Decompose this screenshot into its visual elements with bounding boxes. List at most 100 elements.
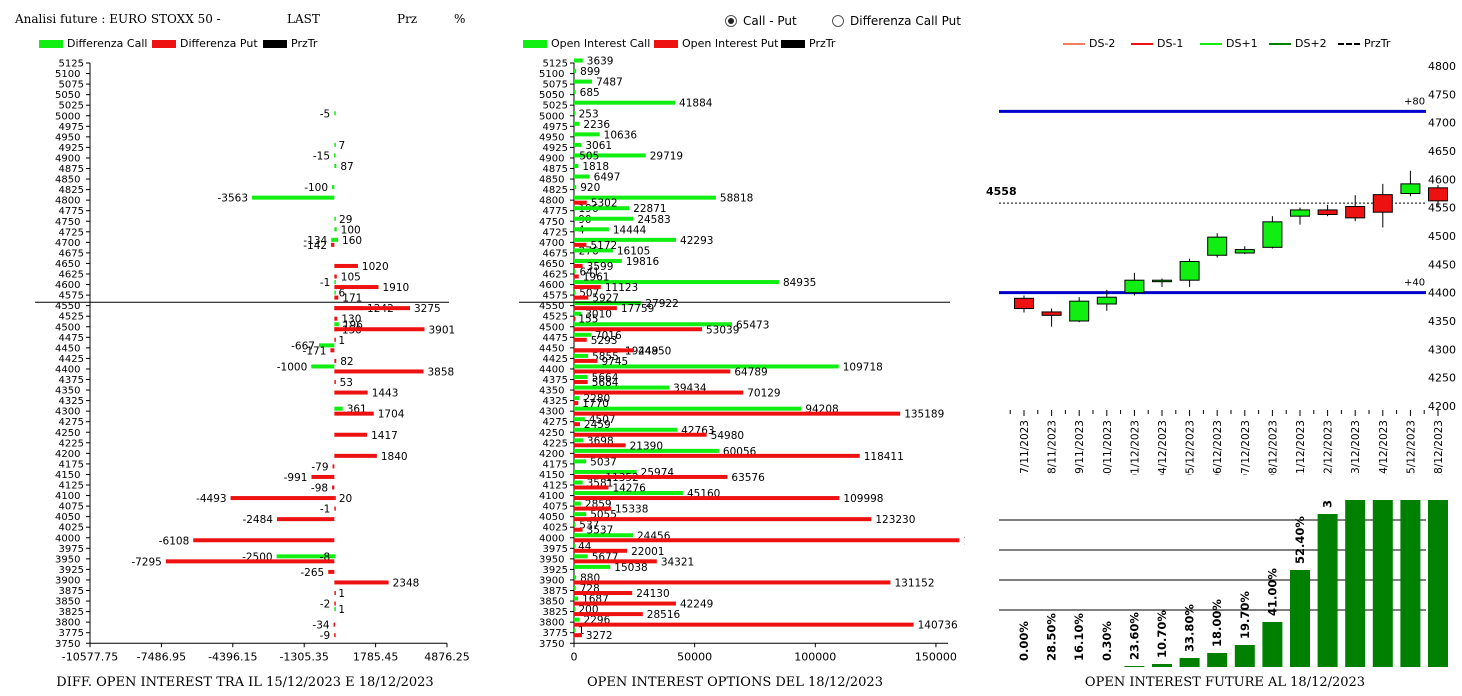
y-tick-label: 5075 [59,80,84,91]
legend1-item-1: Differenza Put [152,37,258,50]
bar-put [574,390,744,395]
bar-put [328,569,335,574]
y-tick-label: 5000 [539,111,564,122]
label-put: 1840 [381,451,408,463]
y-tick-label: 3850 [539,597,564,608]
bar-put [333,622,336,627]
label-put: -2484 [242,514,273,526]
y-tick-label: 4800 [1428,60,1456,73]
label-call: 27922 [645,298,678,310]
bar-call [574,121,580,126]
bar-put [574,316,576,321]
bar-call [574,69,577,74]
bar-call [574,132,600,137]
bar-put [574,538,960,543]
bar-put [574,348,634,353]
y-tick-label: 3850 [55,597,80,608]
bar-call [334,153,336,158]
y-tick-label: 4900 [539,153,564,164]
label-put: 118411 [864,451,904,463]
y-tick-label: 4025 [59,523,84,534]
oi-bar [1207,653,1228,667]
radio-differenza-label: Differenza Call Put [850,14,961,28]
y-tick-label: 5075 [543,80,568,91]
bar-call [574,164,579,168]
label-call: 537 [579,520,599,532]
legend-line [1200,42,1222,45]
label-put: -34 [312,620,329,632]
oi-bar-label: 33.80% [1183,604,1197,652]
label-put: 105 [341,272,361,284]
label-call: 6497 [594,172,621,184]
oi-bar-label: 19.70% [1238,591,1252,639]
bar-put [574,401,579,406]
y-tick-label: 5100 [539,69,564,80]
bar-call [334,227,337,232]
label-put: -1 [320,504,330,516]
bar-put [574,453,860,458]
radio-differenza[interactable]: Differenza Call Put [832,14,961,28]
label-call: -15 [313,150,330,162]
label-call: -5 [320,108,330,120]
y-tick-label: 4600 [1428,173,1456,186]
y-tick-label: 5050 [539,90,564,101]
label-put: 131152 [894,577,934,589]
x-tick-label: 14/12/2023 [1378,420,1390,475]
bar-call [574,185,577,190]
label-call: 6 [338,288,345,300]
x-tick-label: 150000 [915,650,957,663]
y-tick-label: 4750 [539,217,564,228]
y-tick-label: 4300 [539,407,564,418]
bar-call [574,501,581,506]
bar-put [334,453,377,458]
bar-put [574,548,628,553]
label-put: 28516 [647,609,681,621]
y-tick-label: 4950 [55,132,80,143]
label-call: 65473 [736,319,769,331]
x-tick-label: 15/12/2023 [1405,420,1417,475]
label-call: -100 [304,182,328,194]
bar-call [574,586,576,590]
oi-bar-label: 16.10% [1072,613,1086,661]
y-tick-label: 4475 [543,333,568,344]
radio-differenza-dot[interactable] [832,15,844,27]
label-put: 21390 [630,440,663,452]
y-tick-label: 4225 [543,438,568,449]
bar-call [574,522,576,527]
x-tick-label: 18/12/2023 [1433,420,1445,475]
y-tick-label: 3975 [543,544,568,555]
legend1-item-0: Differenza Call [39,37,147,50]
candle-body [1207,236,1228,256]
label-put: 1417 [371,430,398,442]
y-tick-label: 4300 [55,407,80,418]
bar-call [574,90,576,95]
label-call: 5664 [592,372,619,384]
legend-label: DS+2 [1295,37,1327,50]
candle-body [1014,297,1034,310]
label-put: 53 [340,377,353,389]
y-tick-label: 3825 [543,607,568,618]
y-tick-label: 4575 [59,291,84,302]
bar-call [334,406,343,411]
legend3-item-1: DS-1 [1131,37,1183,50]
label-call: -3563 [218,193,249,205]
legend-label: PrzTr [1364,37,1391,50]
radio-call-put[interactable]: Call - Put [725,14,797,28]
label-call: 87 [340,161,353,173]
radio-call-put-dot[interactable] [725,15,737,27]
y-tick-label: 4775 [543,206,568,217]
label-put: 109998 [843,493,883,505]
bar-put [330,348,335,353]
label-put: 123230 [875,514,915,526]
y-tick-label: 4475 [59,333,84,344]
label-call: 3010 [585,309,612,321]
label-call: 10636 [604,129,638,141]
label-put: 1961 [583,272,610,284]
label-call: 16105 [617,245,650,257]
bar-put [574,591,633,595]
y-tick-label: 3875 [543,586,568,597]
label-call: -1000 [277,361,308,373]
bar-put [193,538,335,543]
bar-put [334,580,389,585]
bar-put [574,527,583,532]
